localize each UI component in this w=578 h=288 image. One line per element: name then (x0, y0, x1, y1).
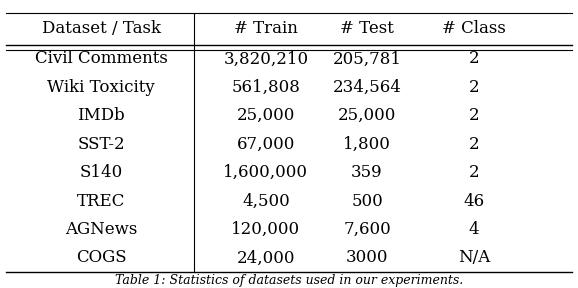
Text: 2: 2 (469, 164, 479, 181)
Text: 234,564: 234,564 (332, 79, 402, 96)
Text: S140: S140 (80, 164, 123, 181)
Text: 3000: 3000 (346, 249, 388, 266)
Text: 25,000: 25,000 (237, 107, 295, 124)
Text: 359: 359 (351, 164, 383, 181)
Text: # Test: # Test (340, 20, 394, 37)
Text: N/A: N/A (458, 249, 490, 266)
Text: 205,781: 205,781 (332, 50, 402, 67)
Text: 1,600,000: 1,600,000 (223, 164, 309, 181)
Text: SST-2: SST-2 (77, 136, 125, 153)
Text: # Class: # Class (442, 20, 506, 37)
Text: Table 1: Statistics of datasets used in our experiments.: Table 1: Statistics of datasets used in … (115, 274, 463, 287)
Text: AGNews: AGNews (65, 221, 138, 238)
Text: Dataset / Task: Dataset / Task (42, 20, 161, 37)
Text: 2: 2 (469, 79, 479, 96)
Text: IMDb: IMDb (77, 107, 125, 124)
Text: Wiki Toxicity: Wiki Toxicity (47, 79, 155, 96)
Text: 2: 2 (469, 50, 479, 67)
Text: 67,000: 67,000 (237, 136, 295, 153)
Text: 500: 500 (351, 193, 383, 210)
Text: COGS: COGS (76, 249, 127, 266)
Text: 46: 46 (464, 193, 484, 210)
Text: 120,000: 120,000 (231, 221, 301, 238)
Text: 24,000: 24,000 (236, 249, 295, 266)
Text: TREC: TREC (77, 193, 125, 210)
Text: # Train: # Train (234, 20, 298, 37)
Text: 2: 2 (469, 107, 479, 124)
Text: Civil Comments: Civil Comments (35, 50, 168, 67)
Text: 3,820,210: 3,820,210 (223, 50, 309, 67)
Text: 25,000: 25,000 (338, 107, 396, 124)
Text: 4,500: 4,500 (242, 193, 290, 210)
Text: 1,800: 1,800 (343, 136, 391, 153)
Text: 7,600: 7,600 (343, 221, 391, 238)
Text: 561,808: 561,808 (231, 79, 301, 96)
Text: 4: 4 (469, 221, 479, 238)
Text: 2: 2 (469, 136, 479, 153)
